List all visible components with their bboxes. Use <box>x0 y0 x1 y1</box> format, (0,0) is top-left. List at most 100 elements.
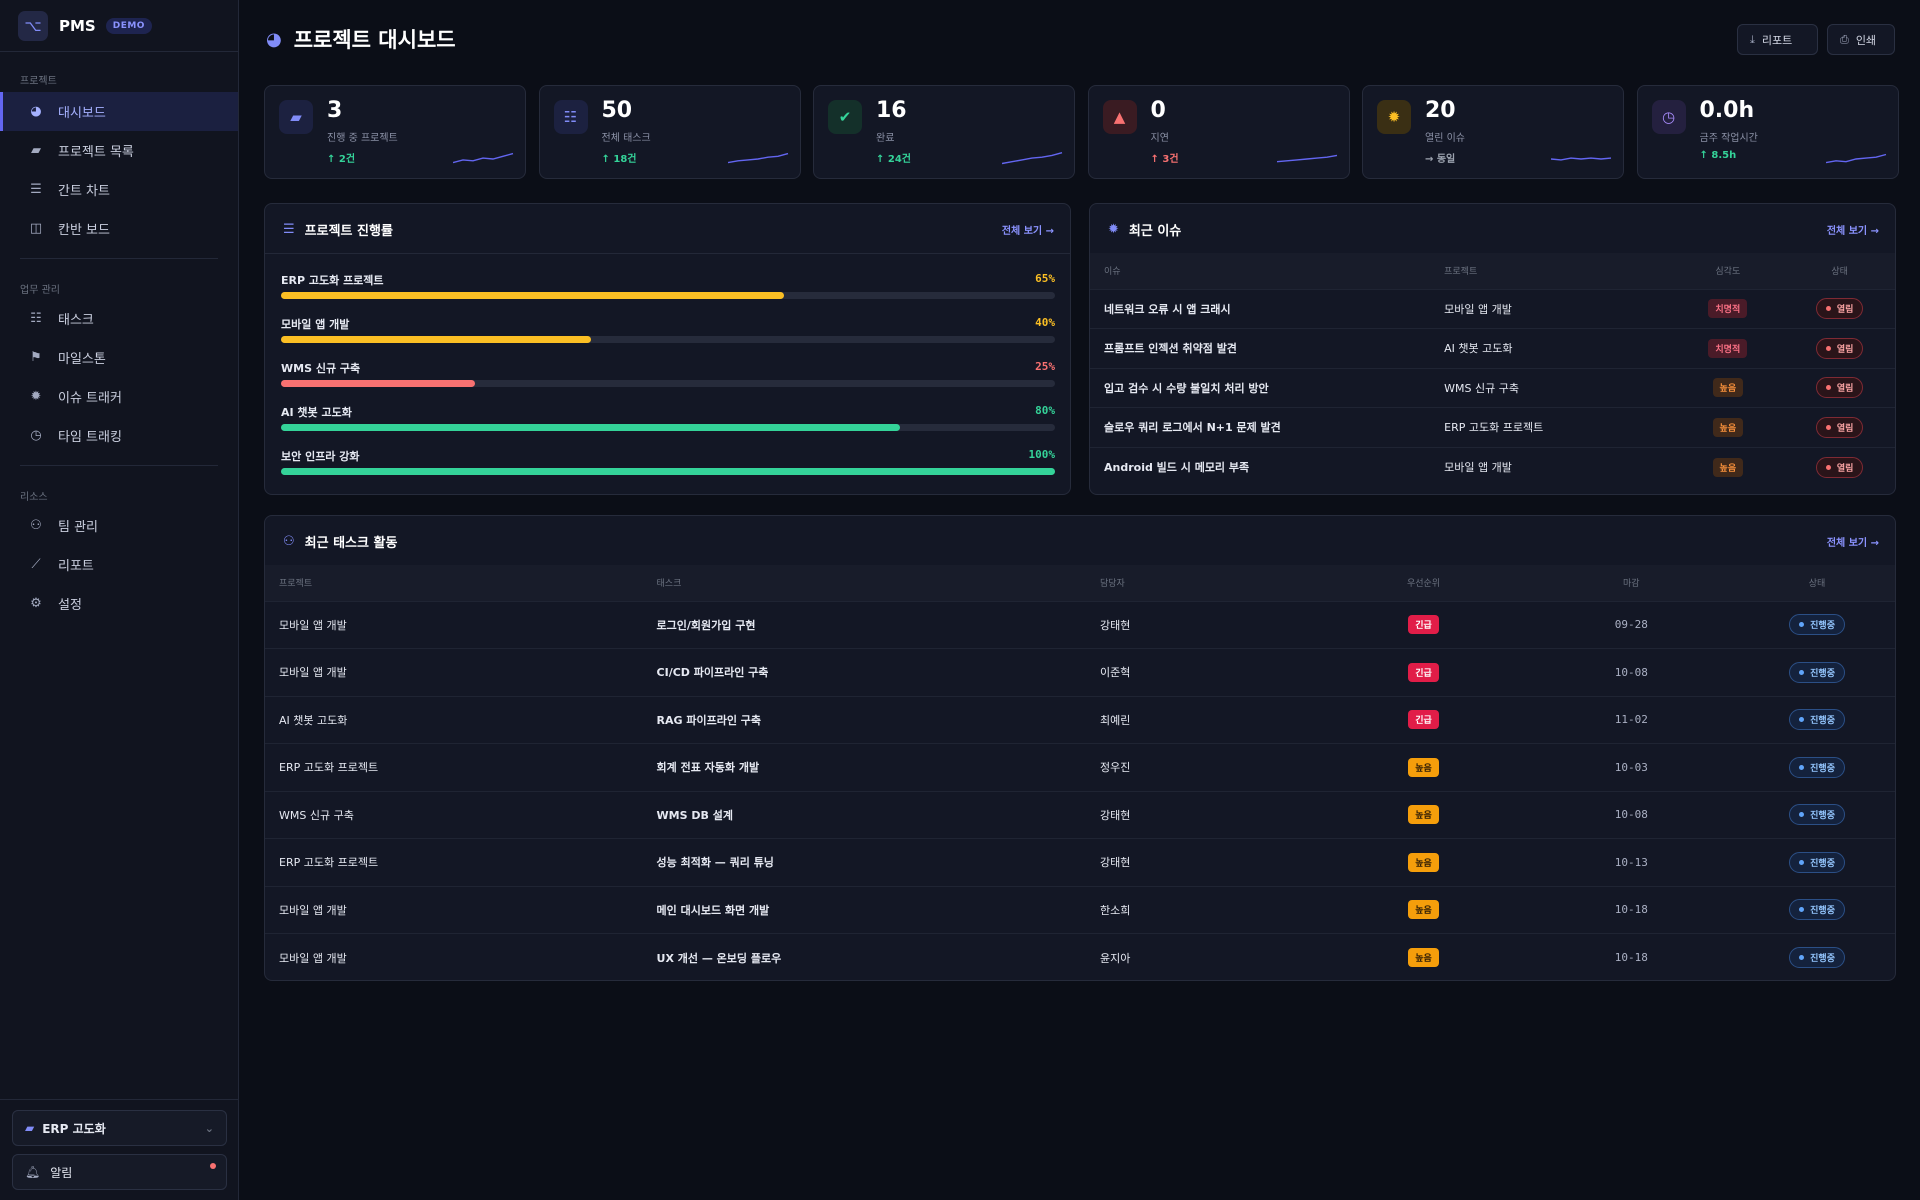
chevron-down-icon: ⌄ <box>204 1121 214 1135</box>
project-progress-panel: ☰ 프로젝트 진행률 전체 보기 → ERP 고도화 프로젝트 65% 모바일 앱 … <box>264 203 1071 495</box>
status-badge: 열림 <box>1815 416 1864 438</box>
status-badge: 진행중 <box>1789 947 1845 968</box>
stat-card: ✹ 20 열린 이슈 → 동일 <box>1362 85 1624 179</box>
issue-row[interactable]: 입고 검수 시 수량 불일치 처리 방안 WMS 신규 구축 높음 열림 <box>1090 367 1895 408</box>
flag-icon: ⚑ <box>30 350 42 365</box>
print-button-label: 인쇄 <box>1855 33 1877 47</box>
project-select-label: ERP 고도화 <box>42 1121 106 1136</box>
sparkline <box>727 152 788 164</box>
issue-title: Android 빌드 시 메모리 부족 <box>1090 446 1431 487</box>
project-select[interactable]: ▰ ERP 고도화 ⌄ <box>12 1110 227 1146</box>
report-button[interactable]: ⤓ 리포트 <box>1737 24 1818 55</box>
sidebar-item-stopwatch[interactable]: ◷ 타임 트래킹 <box>0 416 238 455</box>
progress-track <box>281 424 1055 431</box>
task-name: 성능 최적화 — 쿼리 튜닝 <box>642 838 1086 886</box>
sidebar-item-pie-chart[interactable]: ◕ 대시보드 <box>0 92 238 131</box>
sidebar-item-line-chart[interactable]: ⟋ 리포트 <box>0 545 238 584</box>
status-badge: 진행중 <box>1789 756 1845 778</box>
recent-tasks-panel: ⚇ 최근 태스크 활동 전체 보기 → 프로젝트 태스크 담당자 우선순위 마감 상태 모… <box>264 515 1896 981</box>
task-row[interactable]: 모바일 앱 개발 CI/CD 파이프라인 구축 이준혁 긴급 10-08 진행중 <box>265 648 1895 696</box>
sidebar: ⌥ PMS DEMO 프로젝트 ◕ 대시보드 ▰ 프로젝트 목록 ☰ 간트 차트 ◫ 칸반 보드… <box>0 0 239 1200</box>
task-project: 모바일 앱 개발 <box>265 600 643 649</box>
progress-fill <box>281 380 475 387</box>
status-label: 진행중 <box>1810 621 1835 632</box>
stat-label: 진행 중 프로젝트 <box>327 133 398 144</box>
task-row[interactable]: 모바일 앱 개발 UX 개선 — 온보딩 플로우 윤지아 높음 10-18 진행중 <box>265 933 1895 980</box>
task-priority-cell: 긴급 <box>1323 648 1524 696</box>
tasks-col-header: 프로젝트 <box>265 565 643 601</box>
status-badge: 진행중 <box>1789 804 1845 826</box>
priority-badge: 긴급 <box>1408 662 1439 682</box>
stopwatch-icon: ◷ <box>30 428 42 443</box>
issue-title: 슬로우 쿼리 로그에서 N+1 문제 발견 <box>1090 407 1431 447</box>
progress-view-all-link[interactable]: 전체 보기 → <box>1001 226 1054 237</box>
bug-icon: ✹ <box>30 389 42 404</box>
issues-view-all-link[interactable]: 전체 보기 → <box>1826 226 1879 237</box>
task-due-date: 10-13 <box>1523 838 1740 886</box>
progress-track <box>281 380 1055 387</box>
line-chart-icon: ⟋ <box>31 557 41 572</box>
task-due-date: 11-02 <box>1523 695 1740 744</box>
sidebar-item-gantt[interactable]: ☰ 간트 차트 <box>0 170 238 209</box>
severity-badge: 치명적 <box>1708 338 1748 358</box>
status-dot <box>1799 859 1805 865</box>
issues-col-header: 심각도 <box>1671 253 1785 289</box>
task-row[interactable]: 모바일 앱 개발 로그인/회원가입 구현 강태현 긴급 09-28 진행중 <box>265 600 1895 649</box>
sidebar-item-gear[interactable]: ⚙ 설정 <box>0 584 238 623</box>
bug-icon: ✹ <box>1108 222 1119 237</box>
issue-project: WMS 신규 구축 <box>1430 367 1672 408</box>
print-button[interactable]: ⎙ 인쇄 <box>1827 24 1895 55</box>
sidebar-item-flag[interactable]: ⚑ 마일스톤 <box>0 338 238 377</box>
issue-status-cell: 열림 <box>1784 288 1895 329</box>
issue-row[interactable]: 프롬프트 인젝션 취약점 발견 AI 챗봇 고도화 치명적 열림 <box>1090 328 1895 368</box>
status-dot <box>1799 907 1805 913</box>
stat-value: 20 <box>1425 98 1456 123</box>
sidebar-item-list[interactable]: ☷ 태스크 <box>0 299 238 338</box>
task-assignee: 강태현 <box>1085 600 1324 649</box>
sidebar-divider <box>20 258 218 259</box>
stat-card: ◷ 0.0h 금주 작업시간 ↑ 8.5h <box>1636 85 1899 179</box>
issues-table-body: 네트워크 오류 시 앱 크래시 모바일 앱 개발 치명적 열림 프롬프트 인젝션 취약점… <box>1090 288 1895 487</box>
tasks-table-header: 프로젝트 태스크 담당자 우선순위 마감 상태 <box>265 565 1895 601</box>
task-due-date: 10-18 <box>1523 933 1740 980</box>
task-row[interactable]: WMS 신규 구축 WMS DB 설계 강태현 높음 10-08 진행중 <box>265 790 1895 839</box>
progress-project-name: 모바일 앱 개발 <box>281 318 350 331</box>
task-row[interactable]: 모바일 앱 개발 메인 대시보드 화면 개발 한소희 높음 10-18 진행중 <box>265 885 1895 934</box>
issue-status-cell: 열림 <box>1784 367 1895 408</box>
issue-row[interactable]: 슬로우 쿼리 로그에서 N+1 문제 발견 ERP 고도화 프로젝트 높음 열림 <box>1090 407 1895 447</box>
task-due-date: 09-28 <box>1523 600 1740 649</box>
folder-icon: ▰ <box>25 1121 35 1135</box>
issue-project: 모바일 앱 개발 <box>1430 288 1672 329</box>
progress-item: ERP 고도화 프로젝트 65% <box>281 272 1055 300</box>
status-dot <box>1799 764 1805 770</box>
tasks-view-all-link[interactable]: 전체 보기 → <box>1826 538 1879 549</box>
tasks-table-wrap: 프로젝트 태스크 담당자 우선순위 마감 상태 모바일 앱 개발 로그인/회원가입 구현 강태… <box>265 565 1895 980</box>
task-name: CI/CD 파이프라인 구축 <box>642 648 1086 696</box>
issue-severity-cell: 치명적 <box>1671 288 1785 329</box>
sidebar-item-kanban[interactable]: ◫ 칸반 보드 <box>0 209 238 248</box>
priority-badge: 높음 <box>1408 948 1439 967</box>
sparkline <box>1002 152 1063 165</box>
tasks-table: 프로젝트 태스크 담당자 우선순위 마감 상태 모바일 앱 개발 로그인/회원가입 구현 강태… <box>265 565 1895 980</box>
task-project: 모바일 앱 개발 <box>265 933 643 980</box>
issue-row[interactable]: 네트워크 오류 시 앱 크래시 모바일 앱 개발 치명적 열림 <box>1090 288 1895 329</box>
sidebar-item-bug[interactable]: ✹ 이슈 트래커 <box>0 377 238 416</box>
issue-severity-cell: 높음 <box>1671 407 1785 447</box>
sparkline <box>1276 154 1337 163</box>
status-badge: 진행중 <box>1789 899 1845 921</box>
stat-label: 전체 태스크 <box>601 133 651 144</box>
sidebar-item-folder[interactable]: ▰ 프로젝트 목록 <box>0 131 238 170</box>
notifications-button[interactable]: 🔔︎ 알림 <box>12 1154 227 1190</box>
task-project: ERP 고도화 프로젝트 <box>265 838 643 886</box>
sidebar-item-team[interactable]: ⚇ 팀 관리 <box>0 506 238 545</box>
task-row[interactable]: AI 챗봇 고도화 RAG 파이프라인 구축 최예린 긴급 11-02 진행중 <box>265 695 1895 744</box>
issues-title: ✹ 최근 이슈 <box>1108 220 1181 239</box>
progress-item: 보안 인프라 강화 100% <box>281 448 1055 476</box>
sparkline-path <box>1276 154 1337 163</box>
tasks-col-header: 태스크 <box>642 565 1086 601</box>
task-row[interactable]: ERP 고도화 프로젝트 회계 전표 자동화 개발 정우진 높음 10-03 진행중 <box>265 743 1895 791</box>
stat-value: 3 <box>327 98 343 123</box>
issue-row[interactable]: Android 빌드 시 메모리 부족 모바일 앱 개발 높음 열림 <box>1090 446 1895 487</box>
task-row[interactable]: ERP 고도화 프로젝트 성능 최적화 — 쿼리 튜닝 강태현 높음 10-13 진행중 <box>265 838 1895 886</box>
tasks-table-body: 모바일 앱 개발 로그인/회원가입 구현 강태현 긴급 09-28 진행중 모바일 앱 개발… <box>265 600 1895 980</box>
